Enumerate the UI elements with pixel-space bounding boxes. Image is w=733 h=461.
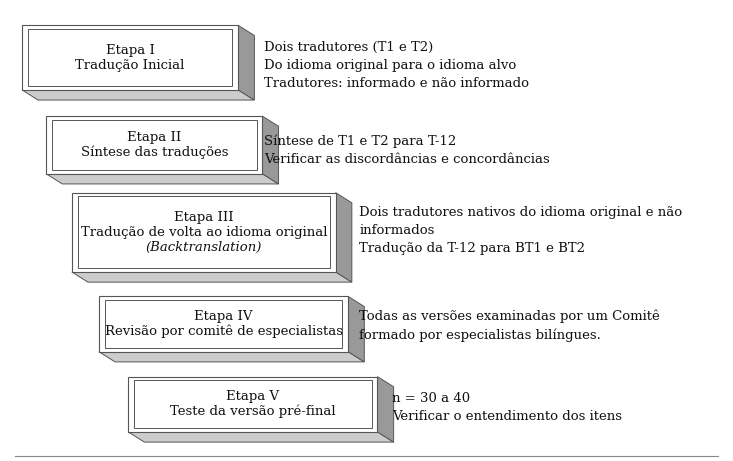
Bar <box>52 120 257 170</box>
Text: Síntese das traduções: Síntese das traduções <box>81 146 228 159</box>
Polygon shape <box>348 296 364 362</box>
Polygon shape <box>22 25 238 90</box>
Bar <box>28 29 232 86</box>
Text: Etapa IV: Etapa IV <box>194 310 253 323</box>
Text: n = 30 a 40
Verificar o entendimento dos itens: n = 30 a 40 Verificar o entendimento dos… <box>392 391 622 423</box>
Polygon shape <box>22 90 254 100</box>
Text: Tradução Inicial: Tradução Inicial <box>75 59 185 71</box>
Text: Síntese de T1 e T2 para T-12
Verificar as discordâncias e concordâncias: Síntese de T1 e T2 para T-12 Verificar a… <box>264 134 550 165</box>
Text: Etapa I: Etapa I <box>106 44 155 57</box>
Polygon shape <box>262 116 279 184</box>
Text: Revisão por comitê de especialistas: Revisão por comitê de especialistas <box>105 325 342 338</box>
Polygon shape <box>99 352 364 362</box>
Bar <box>78 196 330 268</box>
Bar <box>134 380 372 428</box>
Text: Etapa V: Etapa V <box>226 390 279 403</box>
Polygon shape <box>336 193 352 282</box>
Polygon shape <box>46 174 279 184</box>
Text: Tradução de volta ao idioma original: Tradução de volta ao idioma original <box>81 226 327 239</box>
Polygon shape <box>46 116 262 174</box>
Bar <box>105 300 342 348</box>
Polygon shape <box>99 296 348 352</box>
Polygon shape <box>128 377 377 432</box>
Polygon shape <box>72 193 336 272</box>
Text: Todas as versões examinadas por um Comitê
formado por especialistas bilíngues.: Todas as versões examinadas por um Comit… <box>359 310 660 342</box>
Text: Dois tradutores nativos do idioma original e não
informados
Tradução da T-12 par: Dois tradutores nativos do idioma origin… <box>359 206 682 255</box>
Polygon shape <box>377 377 394 442</box>
Text: (Backtranslation): (Backtranslation) <box>146 241 262 254</box>
Text: Etapa III: Etapa III <box>174 211 234 224</box>
Text: Dois tradutores (T1 e T2)
Do idioma original para o idioma alvo
Tradutores: info: Dois tradutores (T1 e T2) Do idioma orig… <box>264 41 529 90</box>
Polygon shape <box>72 272 352 282</box>
Text: Etapa II: Etapa II <box>127 131 182 144</box>
Text: Teste da versão pré-final: Teste da versão pré-final <box>170 405 336 419</box>
Polygon shape <box>128 432 394 442</box>
Polygon shape <box>238 25 254 100</box>
